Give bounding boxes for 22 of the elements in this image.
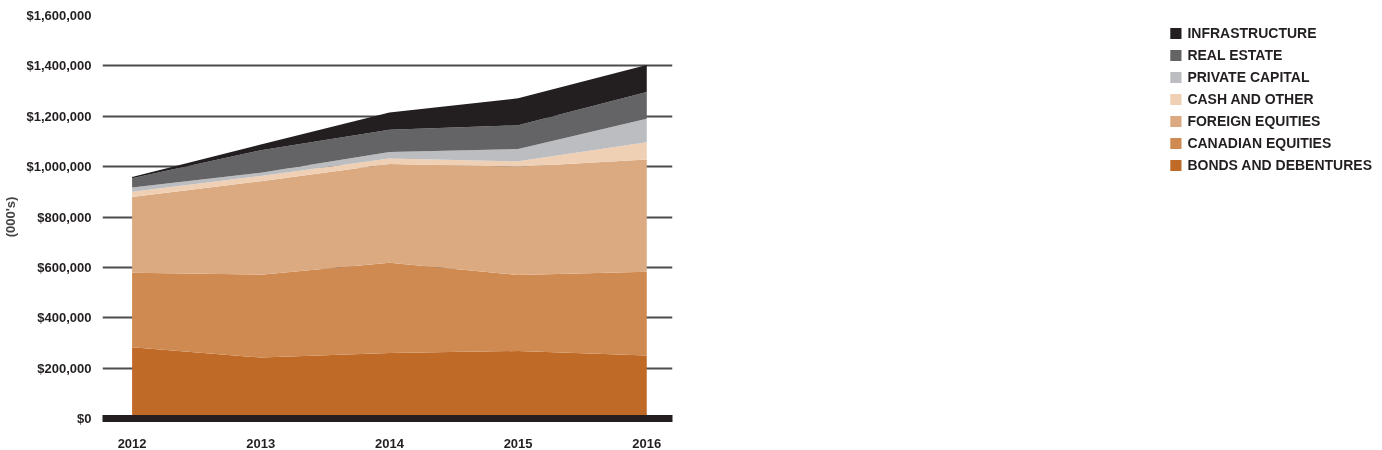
y-axis-title: (000's) xyxy=(3,196,19,238)
legend-label: CASH AND OTHER xyxy=(1187,91,1314,107)
y-tick-label: $1,000,000 xyxy=(26,159,92,175)
legend-label: PRIVATE CAPITAL xyxy=(1187,69,1310,85)
legend-label: INFRASTRUCTURE xyxy=(1187,25,1317,41)
y-tick-label: $1,400,000 xyxy=(26,58,92,74)
x-tick-label: 2016 xyxy=(632,435,662,450)
legend-label: BONDS AND DEBENTURES xyxy=(1187,157,1372,173)
y-tick-label: $1,200,000 xyxy=(26,108,92,124)
y-tick-label: $0 xyxy=(77,411,92,426)
x-tick-label: 2015 xyxy=(503,435,533,450)
y-tick-label: $1,600,000 xyxy=(26,8,92,23)
x-tick-label: 2014 xyxy=(374,435,405,450)
y-tick-label: $800,000 xyxy=(37,209,92,225)
x-tick-label: 2013 xyxy=(246,435,276,450)
legend-label: REAL ESTATE xyxy=(1187,47,1283,63)
legend-label: CANADIAN EQUITIES xyxy=(1187,135,1332,151)
legend-label: FOREIGN EQUITIES xyxy=(1187,113,1321,129)
y-tick-label: $400,000 xyxy=(37,310,92,326)
y-tick-label: $200,000 xyxy=(37,360,92,376)
x-tick-label: 2012 xyxy=(117,435,147,450)
y-tick-label: $600,000 xyxy=(37,259,92,275)
